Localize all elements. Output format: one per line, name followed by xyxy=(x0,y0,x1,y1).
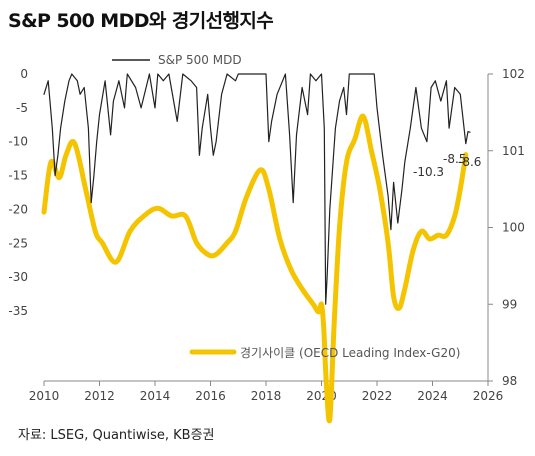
y-right-tick-label: 98 xyxy=(502,374,517,388)
y-left-tick-label: -35 xyxy=(8,304,28,318)
y-right-tick-label: 102 xyxy=(502,67,525,81)
chart-series xyxy=(41,73,471,424)
y-right-tick-label: 99 xyxy=(502,297,517,311)
y-left-tick-label: -30 xyxy=(8,270,28,284)
chart-annotations: -10.3-8.5-8.6 xyxy=(413,152,481,179)
x-tick-label: 2012 xyxy=(84,389,115,403)
x-tick-label: 2016 xyxy=(195,389,226,403)
y-left-tick-label: 0 xyxy=(20,67,28,81)
x-tick-label: 2026 xyxy=(473,389,504,403)
chart-legend: S&P 500 MDD 경기사이클 (OECD Leading Index-G20… xyxy=(112,53,460,360)
annotation-label: -8.6 xyxy=(458,155,481,169)
x-tick-label: 2014 xyxy=(140,389,171,403)
sp500-mdd-line xyxy=(43,73,471,305)
x-axis-ticks: 2010 2012 2014 2016 2018 2020 2022 2024 2026 xyxy=(29,381,504,403)
chart-title: S&P 500 MDD와 경기선행지수 xyxy=(8,10,274,32)
y-left-tick-label: -10 xyxy=(8,135,28,149)
y-left-tick-label: -15 xyxy=(8,169,28,183)
source-note: 자료: LSEG, Quantiwise, KB증권 xyxy=(18,428,215,443)
y-left-tick-label: -5 xyxy=(16,101,28,115)
x-tick-label: 2022 xyxy=(362,389,393,403)
y-left-tick-label: -25 xyxy=(8,236,28,250)
annotation-label: -8.5 xyxy=(443,152,466,166)
y-left-axis-ticks: 0 -5 -10 -15 -20 -25 -30 -35 xyxy=(8,67,28,318)
y-right-axis-ticks: 102 101 100 99 98 xyxy=(488,67,525,388)
x-tick-label: 2010 xyxy=(29,389,60,403)
y-left-tick-label: -20 xyxy=(8,202,28,216)
legend-label-oecd: 경기사이클 (OECD Leading Index-G20) xyxy=(240,346,460,360)
oecd-leading-index-line xyxy=(41,113,469,424)
x-tick-label: 2024 xyxy=(417,389,448,403)
y-right-tick-label: 101 xyxy=(502,144,525,158)
annotation-label: -10.3 xyxy=(413,165,444,179)
legend-label-mdd: S&P 500 MDD xyxy=(158,53,242,67)
y-right-tick-label: 100 xyxy=(502,221,525,235)
x-tick-label: 2018 xyxy=(251,389,282,403)
